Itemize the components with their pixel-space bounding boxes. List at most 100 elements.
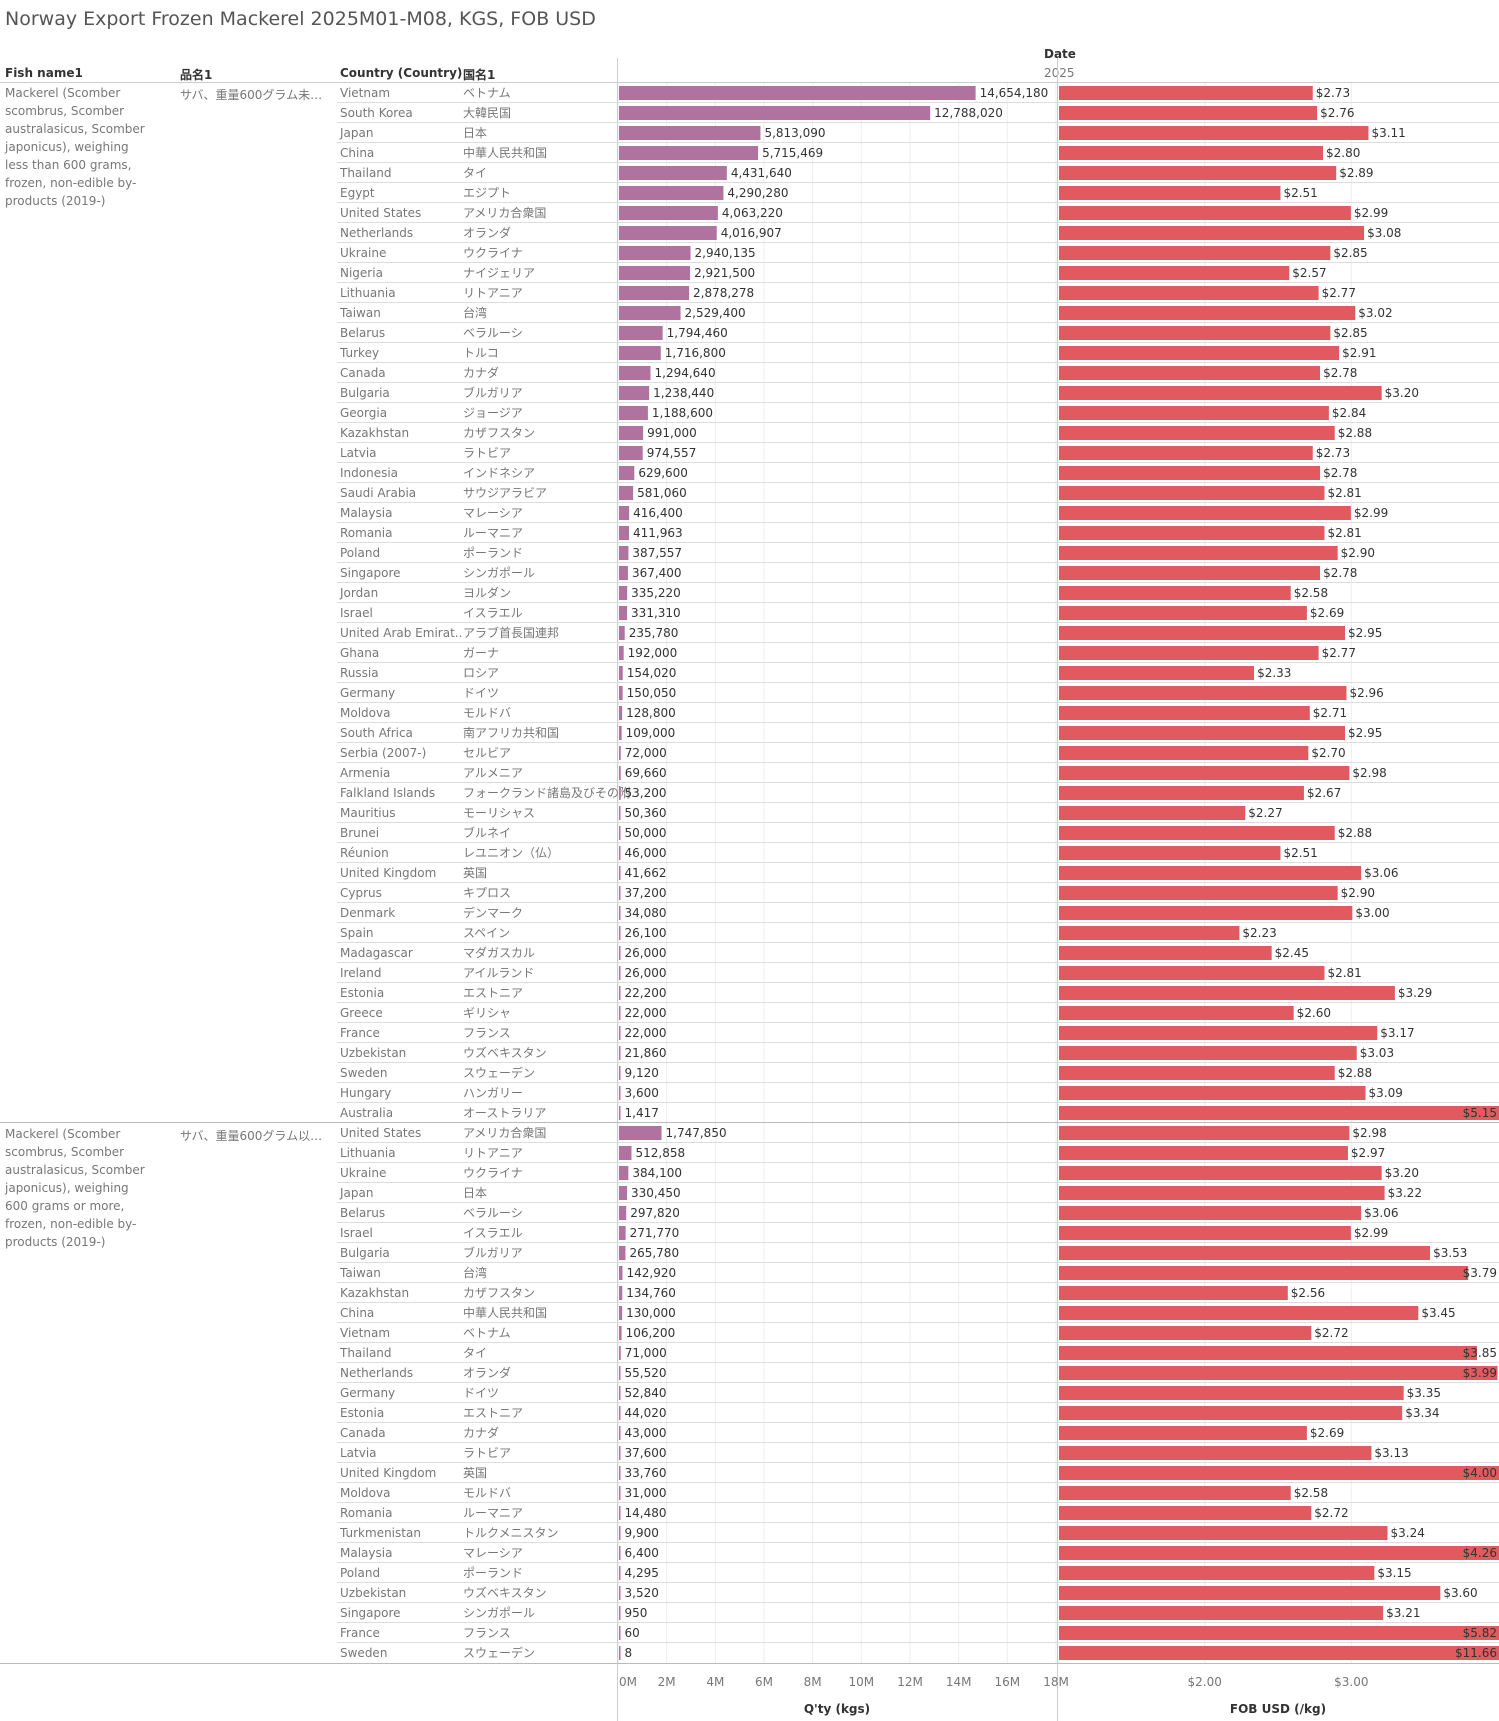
qty-value-label: 4,295	[625, 1566, 659, 1580]
country-label: Serbia (2007-)	[340, 746, 426, 760]
price-value-label: $2.78	[1323, 566, 1357, 580]
country-jp-label: リトアニア	[463, 1146, 523, 1160]
price-value-label: $2.73	[1316, 446, 1350, 460]
country-jp-label: モルドバ	[463, 1486, 511, 1500]
country-label: Ghana	[340, 646, 379, 660]
price-value-label: $2.85	[1333, 246, 1367, 260]
qty-value-label: 43,000	[625, 1426, 667, 1440]
qty-value-label: 130,000	[626, 1306, 676, 1320]
country-label: Netherlands	[340, 226, 413, 240]
qty-bar	[619, 346, 661, 360]
country-jp-label: 中華人民共和国	[463, 145, 547, 160]
country-label: Russia	[340, 666, 379, 680]
qty-bar	[619, 146, 759, 160]
price-bar	[1059, 586, 1291, 600]
price-bar	[1059, 1066, 1335, 1080]
country-jp-label: モーリシャス	[463, 806, 535, 820]
price-value-label: $4.26	[1463, 1546, 1497, 1560]
qty-value-label: 106,200	[626, 1326, 676, 1340]
country-jp-label: スウェーデン	[463, 1645, 535, 1660]
country-jp-label: マレーシア	[463, 1546, 523, 1560]
country-label: Madagascar	[340, 946, 413, 960]
price-bar	[1059, 406, 1329, 420]
price-bar	[1059, 546, 1338, 560]
price-value-label: $2.77	[1322, 286, 1356, 300]
qty-tick-label: 16M	[995, 1675, 1021, 1689]
country-label: Armenia	[340, 766, 390, 780]
country-jp-label: ポーランド	[463, 546, 523, 560]
qty-bar	[619, 846, 621, 860]
country-label: Latvia	[340, 1446, 377, 1460]
country-jp-label: カナダ	[463, 365, 499, 380]
qty-bar	[619, 1046, 621, 1060]
qty-value-label: 235,780	[629, 626, 679, 640]
price-value-label: $3.08	[1367, 226, 1401, 240]
qty-value-label: 367,400	[632, 566, 682, 580]
country-label: Belarus	[340, 326, 385, 340]
price-value-label: $3.60	[1443, 1586, 1477, 1600]
qty-bar	[619, 1406, 621, 1420]
country-jp-label: オランダ	[463, 1365, 511, 1380]
qty-bar	[619, 1186, 628, 1200]
price-value-label: $2.95	[1348, 726, 1382, 740]
price-value-label: $2.27	[1248, 806, 1282, 820]
country-label: Cyprus	[340, 886, 382, 900]
price-bar	[1059, 1426, 1307, 1440]
price-value-label: $2.96	[1349, 686, 1383, 700]
country-label: France	[340, 1626, 380, 1640]
qty-bar	[619, 406, 648, 420]
price-value-label: $2.71	[1313, 706, 1347, 720]
price-value-label: $2.60	[1297, 1006, 1331, 1020]
price-value-label: $2.88	[1338, 826, 1372, 840]
price-value-label: $2.81	[1327, 486, 1361, 500]
price-bar	[1059, 1486, 1291, 1500]
country-label: Israel	[340, 1226, 373, 1240]
qty-value-label: 387,557	[632, 546, 682, 560]
qty-bar	[619, 1206, 627, 1220]
qty-axis-title: Q'ty (kgs)	[804, 1702, 870, 1716]
price-value-label: $3.79	[1463, 1266, 1497, 1280]
qty-value-label: 8	[625, 1646, 633, 1660]
country-jp-label: マレーシア	[463, 506, 523, 520]
price-value-label: $3.20	[1385, 1166, 1419, 1180]
country-label: Romania	[340, 1506, 392, 1520]
qty-tick-label: 14M	[946, 1675, 972, 1689]
qty-bar	[619, 766, 621, 780]
country-jp-label: リトアニア	[463, 286, 523, 300]
price-bar	[1059, 1366, 1498, 1380]
price-bar	[1059, 826, 1335, 840]
qty-value-label: 50,360	[625, 806, 667, 820]
country-label: France	[340, 1026, 380, 1040]
price-bar	[1059, 246, 1331, 260]
qty-value-label: 2,921,500	[694, 266, 755, 280]
price-value-label: $2.23	[1242, 926, 1276, 940]
country-label: Malaysia	[340, 506, 392, 520]
qty-bar	[619, 386, 650, 400]
qty-bar	[619, 326, 663, 340]
price-bar	[1059, 946, 1272, 960]
qty-bar	[619, 946, 621, 960]
country-jp-label: キプロス	[463, 886, 511, 900]
country-jp-label: タイ	[463, 1346, 487, 1360]
qty-bar	[619, 906, 621, 920]
qty-bar	[619, 186, 724, 200]
price-value-label: $2.81	[1327, 966, 1361, 980]
country-jp-label: ロシア	[463, 666, 499, 680]
qty-bar	[619, 886, 621, 900]
qty-bar	[619, 1086, 621, 1100]
country-jp-label: ベトナム	[463, 86, 511, 100]
country-label: Japan	[339, 126, 373, 140]
qty-value-label: 5,813,090	[764, 126, 825, 140]
price-bar	[1059, 1126, 1350, 1140]
price-bar	[1059, 1286, 1288, 1300]
price-bar	[1059, 846, 1281, 860]
qty-tick-label: 4M	[706, 1675, 724, 1689]
country-label: Georgia	[340, 406, 387, 420]
qty-bar	[619, 1606, 621, 1620]
qty-bar	[619, 1026, 621, 1040]
price-value-label: $3.22	[1388, 1186, 1422, 1200]
price-bar	[1059, 1106, 1499, 1120]
qty-bar	[619, 286, 690, 300]
country-jp-label: フォークランド諸島及びその附..	[463, 785, 639, 800]
